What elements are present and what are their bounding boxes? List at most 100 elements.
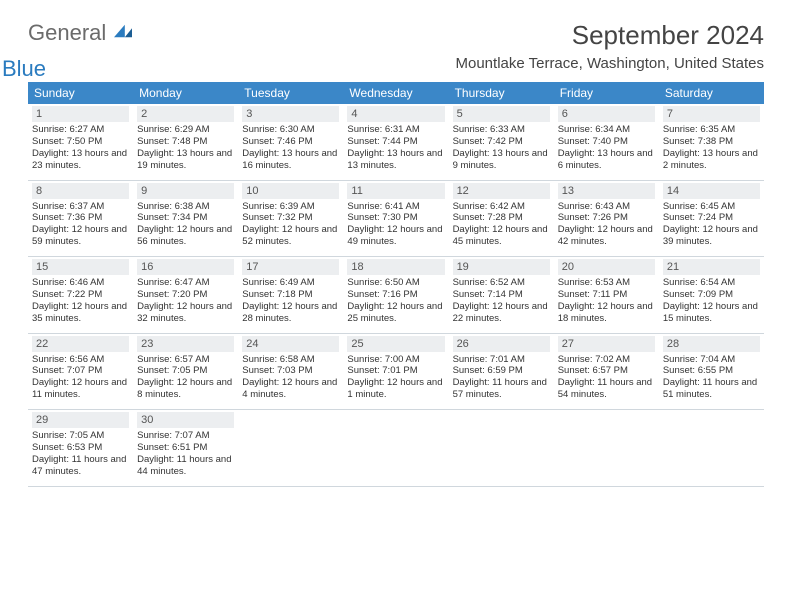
- daylight-line: Daylight: 11 hours and 57 minutes.: [453, 377, 550, 401]
- day-details: Sunrise: 6:38 AMSunset: 7:34 PMDaylight:…: [137, 201, 234, 249]
- daylight-line: Daylight: 12 hours and 42 minutes.: [558, 224, 655, 248]
- day-details: Sunrise: 6:37 AMSunset: 7:36 PMDaylight:…: [32, 201, 129, 249]
- title-block: September 2024 Mountlake Terrace, Washin…: [456, 20, 765, 78]
- day-header-fri: Friday: [554, 82, 659, 104]
- sunset-line: Sunset: 7:28 PM: [453, 212, 550, 224]
- day-cell: 7 Sunrise: 6:35 AMSunset: 7:38 PMDaylight…: [659, 104, 764, 180]
- day-cell: 8 Sunrise: 6:37 AMSunset: 7:36 PMDaylight…: [28, 181, 133, 257]
- day-cell: 5 Sunrise: 6:33 AMSunset: 7:42 PMDaylight…: [449, 104, 554, 180]
- day-details: Sunrise: 6:47 AMSunset: 7:20 PMDaylight:…: [137, 277, 234, 325]
- day-header-wed: Wednesday: [343, 82, 448, 104]
- day-details: Sunrise: 6:39 AMSunset: 7:32 PMDaylight:…: [242, 201, 339, 249]
- day-details: Sunrise: 6:35 AMSunset: 7:38 PMDaylight:…: [663, 124, 760, 172]
- day-cell: 13Sunrise: 6:43 AMSunset: 7:26 PMDayligh…: [554, 181, 659, 257]
- sunset-line: Sunset: 7:32 PM: [242, 212, 339, 224]
- day-details: Sunrise: 6:53 AMSunset: 7:11 PMDaylight:…: [558, 277, 655, 325]
- sunset-line: Sunset: 7:14 PM: [453, 289, 550, 301]
- day-details: Sunrise: 6:46 AMSunset: 7:22 PMDaylight:…: [32, 277, 129, 325]
- day-number: 14: [663, 183, 760, 199]
- day-number: 27: [558, 336, 655, 352]
- day-cell: 17Sunrise: 6:49 AMSunset: 7:18 PMDayligh…: [238, 257, 343, 333]
- sunrise-line: Sunrise: 6:56 AM: [32, 354, 129, 366]
- day-number: 5: [453, 106, 550, 122]
- sunset-line: Sunset: 7:24 PM: [663, 212, 760, 224]
- sunrise-line: Sunrise: 6:34 AM: [558, 124, 655, 136]
- sunset-line: Sunset: 7:20 PM: [137, 289, 234, 301]
- day-cell: 30Sunrise: 7:07 AMSunset: 6:51 PMDayligh…: [133, 410, 238, 486]
- daylight-line: Daylight: 12 hours and 59 minutes.: [32, 224, 129, 248]
- day-cell: 4Sunrise: 6:31 AMSunset: 7:44 PMDaylight…: [343, 104, 448, 180]
- sunrise-line: Sunrise: 6:50 AM: [347, 277, 444, 289]
- day-number: 2: [137, 106, 234, 122]
- sunset-line: Sunset: 7:34 PM: [137, 212, 234, 224]
- daylight-line: Daylight: 12 hours and 49 minutes.: [347, 224, 444, 248]
- day-cell: 14Sunrise: 6:45 AMSunset: 7:24 PMDayligh…: [659, 181, 764, 257]
- day-cell: 15Sunrise: 6:46 AMSunset: 7:22 PMDayligh…: [28, 257, 133, 333]
- sunrise-line: Sunrise: 7:05 AM: [32, 430, 129, 442]
- day-number: 11: [347, 183, 444, 199]
- daylight-line: Daylight: 13 hours and 19 minutes.: [137, 148, 234, 172]
- sunrise-line: Sunrise: 6:30 AM: [242, 124, 339, 136]
- daylight-line: Daylight: 13 hours and 16 minutes.: [242, 148, 339, 172]
- day-details: Sunrise: 6:34 AMSunset: 7:40 PMDaylight:…: [558, 124, 655, 172]
- day-cell-empty: [659, 410, 764, 486]
- day-details: Sunrise: 6:52 AMSunset: 7:14 PMDaylight:…: [453, 277, 550, 325]
- daylight-line: Daylight: 11 hours and 54 minutes.: [558, 377, 655, 401]
- daylight-line: Daylight: 11 hours and 47 minutes.: [32, 454, 129, 478]
- day-details: Sunrise: 6:29 AMSunset: 7:48 PMDaylight:…: [137, 124, 234, 172]
- day-details: Sunrise: 7:00 AMSunset: 7:01 PMDaylight:…: [347, 354, 444, 402]
- sunrise-line: Sunrise: 6:31 AM: [347, 124, 444, 136]
- daylight-line: Daylight: 12 hours and 35 minutes.: [32, 301, 129, 325]
- day-cell: 6Sunrise: 6:34 AMSunset: 7:40 PMDaylight…: [554, 104, 659, 180]
- day-details: Sunrise: 7:01 AMSunset: 6:59 PMDaylight:…: [453, 354, 550, 402]
- day-number: 7: [663, 106, 760, 122]
- day-cell: 22Sunrise: 6:56 AMSunset: 7:07 PMDayligh…: [28, 334, 133, 410]
- day-details: Sunrise: 6:42 AMSunset: 7:28 PMDaylight:…: [453, 201, 550, 249]
- day-details: Sunrise: 6:31 AMSunset: 7:44 PMDaylight:…: [347, 124, 444, 172]
- day-header-mon: Monday: [133, 82, 238, 104]
- day-cell: 28Sunrise: 7:04 AMSunset: 6:55 PMDayligh…: [659, 334, 764, 410]
- day-cell-empty: [449, 410, 554, 486]
- day-cell: 24Sunrise: 6:58 AMSunset: 7:03 PMDayligh…: [238, 334, 343, 410]
- daylight-line: Daylight: 12 hours and 28 minutes.: [242, 301, 339, 325]
- day-cell: 18Sunrise: 6:50 AMSunset: 7:16 PMDayligh…: [343, 257, 448, 333]
- day-number: 3: [242, 106, 339, 122]
- day-number: 29: [32, 412, 129, 428]
- sunset-line: Sunset: 6:51 PM: [137, 442, 234, 454]
- day-number: 25: [347, 336, 444, 352]
- sunrise-line: Sunrise: 6:43 AM: [558, 201, 655, 213]
- day-header-row: Sunday Monday Tuesday Wednesday Thursday…: [28, 82, 764, 104]
- day-details: Sunrise: 6:33 AMSunset: 7:42 PMDaylight:…: [453, 124, 550, 172]
- day-number: 9: [137, 183, 234, 199]
- sunrise-line: Sunrise: 6:29 AM: [137, 124, 234, 136]
- page-header: General Blue September 2024 Mountlake Te…: [0, 0, 792, 82]
- week-row: 29 Sunrise: 7:05 AMSunset: 6:53 PMDayligh…: [28, 410, 764, 487]
- daylight-line: Daylight: 12 hours and 4 minutes.: [242, 377, 339, 401]
- day-cell: 29 Sunrise: 7:05 AMSunset: 6:53 PMDayligh…: [28, 410, 133, 486]
- sunset-line: Sunset: 7:05 PM: [137, 365, 234, 377]
- month-title: September 2024: [456, 20, 765, 51]
- sunrise-line: Sunrise: 6:54 AM: [663, 277, 760, 289]
- logo-mark-icon: [114, 24, 132, 38]
- day-number: 8: [32, 183, 129, 199]
- day-cell: 25 Sunrise: 7:00 AMSunset: 7:01 PMDayligh…: [343, 334, 448, 410]
- day-header-sun: Sunday: [28, 82, 133, 104]
- day-number: 30: [137, 412, 234, 428]
- sunset-line: Sunset: 7:18 PM: [242, 289, 339, 301]
- daylight-line: Daylight: 13 hours and 23 minutes.: [32, 148, 129, 172]
- sunset-line: Sunset: 7:03 PM: [242, 365, 339, 377]
- sunrise-line: Sunrise: 7:01 AM: [453, 354, 550, 366]
- sunset-line: Sunset: 6:53 PM: [32, 442, 129, 454]
- sunrise-line: Sunrise: 6:42 AM: [453, 201, 550, 213]
- week-row: 1Sunrise: 6:27 AMSunset: 7:50 PMDaylight…: [28, 104, 764, 181]
- sunset-line: Sunset: 7:07 PM: [32, 365, 129, 377]
- sunset-line: Sunset: 7:40 PM: [558, 136, 655, 148]
- weeks-container: 1Sunrise: 6:27 AMSunset: 7:50 PMDaylight…: [28, 104, 764, 487]
- day-number: 22: [32, 336, 129, 352]
- day-number: 26: [453, 336, 550, 352]
- day-details: Sunrise: 6:50 AMSunset: 7:16 PMDaylight:…: [347, 277, 444, 325]
- day-number: 21: [663, 259, 760, 275]
- sunset-line: Sunset: 7:01 PM: [347, 365, 444, 377]
- daylight-line: Daylight: 12 hours and 32 minutes.: [137, 301, 234, 325]
- week-row: 15Sunrise: 6:46 AMSunset: 7:22 PMDayligh…: [28, 257, 764, 334]
